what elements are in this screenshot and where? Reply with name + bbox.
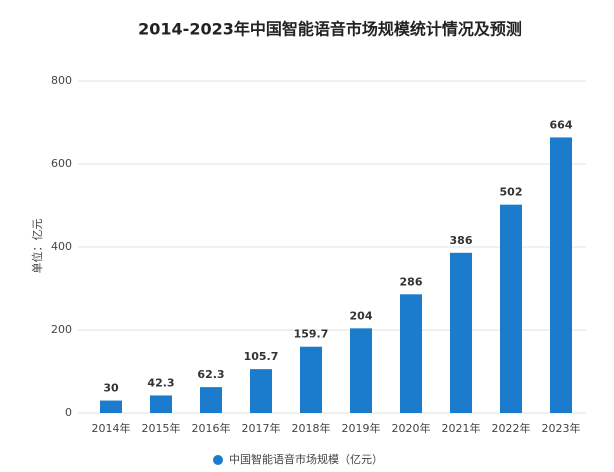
- x-tick-label: 2017年: [242, 421, 281, 435]
- legend-marker: [213, 455, 223, 465]
- bar: [250, 369, 272, 413]
- bar: [550, 137, 572, 413]
- bar: [500, 204, 522, 413]
- x-tick-label: 2015年: [142, 421, 181, 435]
- bar: [200, 387, 222, 413]
- x-tick-label: 2016年: [192, 421, 231, 435]
- y-tick-label: 0: [65, 406, 72, 419]
- y-axis-label: 单位：亿元: [30, 219, 44, 274]
- x-tick-label: 2021年: [442, 421, 481, 435]
- data-label: 30: [103, 382, 119, 395]
- data-label: 159.7: [294, 328, 329, 341]
- data-label: 664: [550, 118, 573, 131]
- y-tick-label: 200: [51, 323, 72, 336]
- y-tick-label: 800: [51, 74, 72, 87]
- data-label: 105.7: [244, 350, 279, 363]
- x-tick-label: 2018年: [292, 421, 331, 435]
- bar: [400, 294, 422, 413]
- bar: [100, 400, 122, 413]
- data-label: 62.3: [197, 368, 224, 381]
- bar: [150, 395, 172, 413]
- bar: [350, 328, 372, 413]
- data-label: 286: [400, 275, 423, 288]
- x-tick-label: 2022年: [492, 421, 531, 435]
- x-tick-label: 2023年: [542, 421, 581, 435]
- data-label: 204: [350, 309, 373, 322]
- data-label: 386: [450, 234, 473, 247]
- y-tick-label: 400: [51, 240, 72, 253]
- bar: [300, 346, 322, 413]
- data-label: 42.3: [147, 376, 174, 389]
- bar: [450, 252, 472, 413]
- legend-label: 中国智能语音市场规模（亿元）: [229, 452, 383, 466]
- x-tick-label: 2014年: [92, 421, 131, 435]
- x-tick-label: 2019年: [342, 421, 381, 435]
- data-label: 502: [500, 186, 523, 199]
- y-tick-label: 600: [51, 157, 72, 170]
- chart-title: 2014-2023年中国智能语音市场规模统计情况及预测: [138, 20, 522, 39]
- x-tick-label: 2020年: [392, 421, 431, 435]
